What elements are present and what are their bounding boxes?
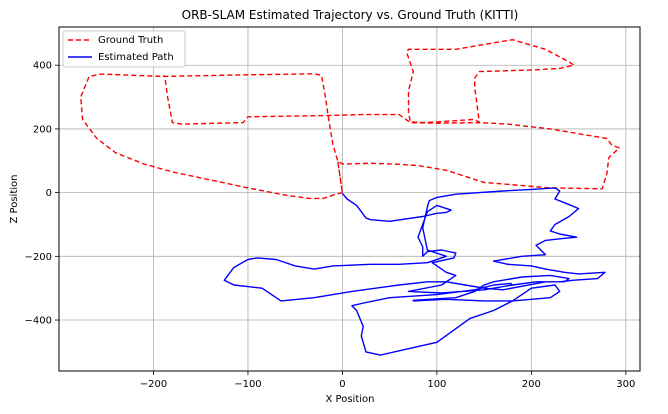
x-tick-label: −100 bbox=[234, 379, 261, 390]
y-tick-label: 400 bbox=[33, 61, 52, 72]
y-tick-label: −400 bbox=[25, 316, 52, 327]
legend: Ground Truth Estimated Path bbox=[62, 30, 186, 68]
x-tick-label: 100 bbox=[427, 379, 446, 390]
legend-box bbox=[62, 30, 186, 68]
chart-title: ORB-SLAM Estimated Trajectory vs. Ground… bbox=[182, 8, 519, 22]
x-axis-ticks: −200 −100 0 100 200 300 bbox=[140, 371, 635, 390]
series-layer bbox=[79, 39, 620, 356]
series-line-estimated-path bbox=[223, 187, 606, 356]
y-axis-label: Z Position bbox=[9, 175, 20, 224]
legend-estimated-path-label: Estimated Path bbox=[98, 52, 174, 63]
grid bbox=[59, 27, 640, 371]
legend-ground-truth-label: Ground Truth bbox=[98, 35, 163, 46]
plot-frame bbox=[58, 26, 641, 372]
x-tick-label: −200 bbox=[140, 379, 167, 390]
x-axis-label: X Position bbox=[326, 394, 375, 405]
y-tick-label: 0 bbox=[46, 188, 52, 199]
x-tick-label: 0 bbox=[339, 379, 345, 390]
y-axis-ticks: −400 −200 0 200 400 bbox=[25, 61, 59, 327]
y-tick-label: 200 bbox=[33, 124, 52, 135]
x-tick-label: 300 bbox=[616, 379, 635, 390]
y-tick-label: −200 bbox=[25, 252, 52, 263]
x-tick-label: 200 bbox=[522, 379, 541, 390]
series-line-ground-truth bbox=[79, 39, 620, 200]
